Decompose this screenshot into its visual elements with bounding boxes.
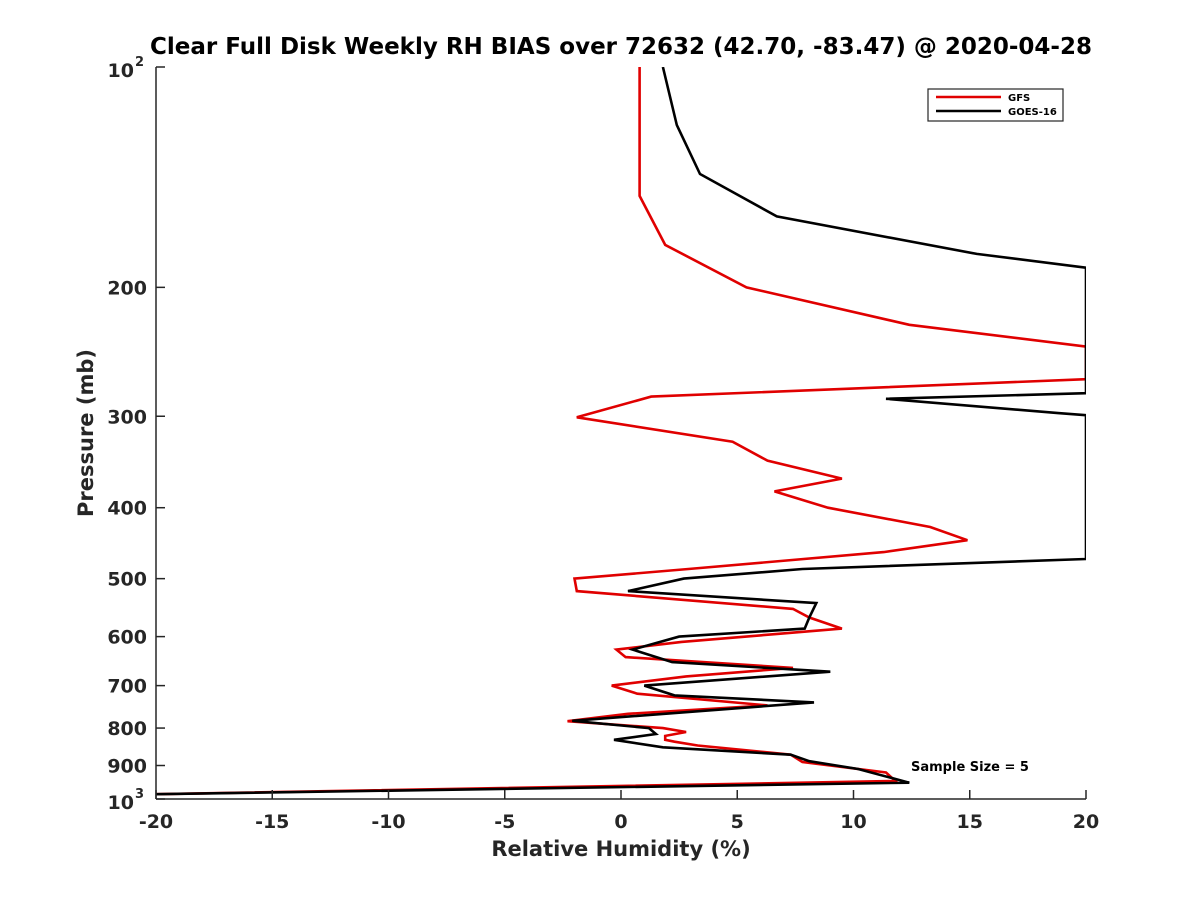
x-tick-label: 20 — [1073, 811, 1099, 833]
x-axis-ticks: -20 -15 -10 -5 0 5 10 15 20 — [139, 790, 1099, 833]
y-tick-exponent: 3 — [135, 787, 144, 802]
x-tick-label: 10 — [840, 811, 866, 833]
y-tick-label: 10 — [108, 60, 134, 82]
y-tick-label: 300 — [107, 406, 147, 428]
legend-label-gfs: GFS — [1008, 93, 1030, 104]
sample-size-annotation: Sample Size = 5 — [911, 760, 1029, 775]
x-tick-label: 15 — [957, 811, 983, 833]
y-tick-label: 400 — [107, 498, 147, 520]
x-tick-label: -20 — [139, 811, 173, 833]
chart-title: Clear Full Disk Weekly RH BIAS over 7263… — [150, 34, 1092, 60]
y-tick-label: 800 — [107, 718, 147, 740]
x-tick-label: 0 — [614, 811, 627, 833]
y-tick-label: 700 — [107, 676, 147, 698]
series-line-goes16 — [156, 67, 1086, 796]
x-tick-label: -10 — [371, 811, 405, 833]
y-tick-exponent: 2 — [135, 55, 144, 70]
plot-frame — [156, 67, 1086, 799]
plot-lines — [156, 67, 1086, 796]
x-tick-label: -15 — [255, 811, 289, 833]
legend: GFS GOES-16 — [927, 88, 1064, 122]
legend-box — [927, 88, 1064, 122]
y-tick-label: 10 — [108, 792, 134, 814]
y-tick-label: 900 — [107, 756, 147, 778]
y-tick-label: 200 — [107, 277, 147, 299]
legend-label-goes16: GOES-16 — [1008, 107, 1057, 118]
x-tick-label: 5 — [731, 811, 744, 833]
y-tick-label: 600 — [107, 627, 147, 649]
x-axis-label: Relative Humidity (%) — [491, 837, 750, 861]
y-tick-label: 500 — [107, 569, 147, 591]
x-tick-label: -5 — [494, 811, 515, 833]
y-axis-label: Pressure (mb) — [74, 349, 98, 517]
